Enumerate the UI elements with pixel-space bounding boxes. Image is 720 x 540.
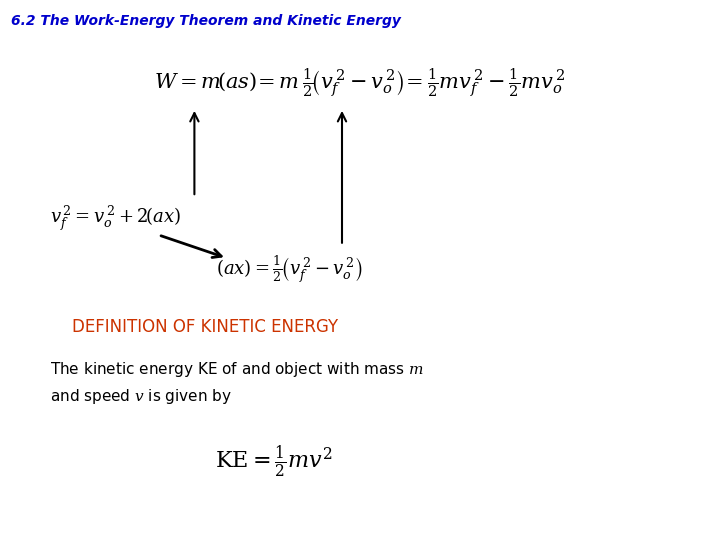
Text: 6.2 The Work-Energy Theorem and Kinetic Energy: 6.2 The Work-Energy Theorem and Kinetic … (11, 14, 400, 28)
Text: $W = m\!\left(as\right)\!= m\,\frac{1}{2}\!\left(v_f^{\,2} - v_o^{\,2}\right)\!=: $W = m\!\left(as\right)\!= m\,\frac{1}{2… (154, 67, 566, 100)
Text: The kinetic energy KE of and object with mass $m$: The kinetic energy KE of and object with… (50, 360, 424, 380)
Text: $v_f^{\,2} = v_o^{\,2} + 2\!\left(ax\right)$: $v_f^{\,2} = v_o^{\,2} + 2\!\left(ax\rig… (50, 204, 181, 233)
Text: DEFINITION OF KINETIC ENERGY: DEFINITION OF KINETIC ENERGY (72, 318, 338, 336)
Text: $\left(ax\right)= \frac{1}{2}\!\left(v_f^{\,2} - v_o^{\,2}\right)$: $\left(ax\right)= \frac{1}{2}\!\left(v_f… (216, 254, 363, 286)
Text: and speed $v$ is given by: and speed $v$ is given by (50, 387, 233, 407)
Text: $\mathrm{KE} = \frac{1}{2}mv^2$: $\mathrm{KE} = \frac{1}{2}mv^2$ (215, 443, 333, 480)
